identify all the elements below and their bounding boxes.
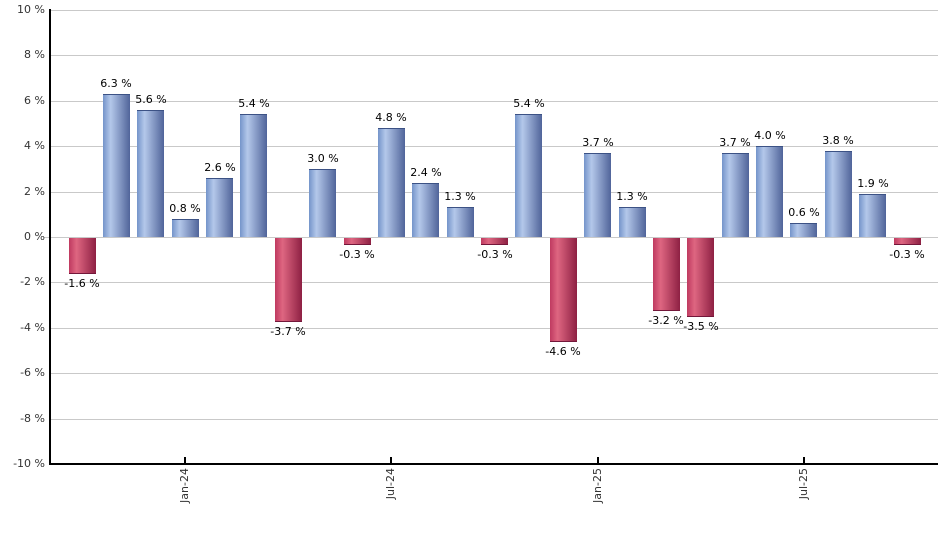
- x-axis-tick: [184, 457, 186, 463]
- bar-value-label: 3.7 %: [582, 136, 614, 149]
- x-axis-tick-label: Jul-25: [797, 468, 810, 500]
- bar-positive: [137, 110, 164, 237]
- bar-negative: [653, 238, 680, 311]
- y-axis-line: [49, 9, 51, 465]
- bar-positive: [378, 128, 405, 237]
- y-axis-tick-label: -8 %: [20, 412, 45, 425]
- bar-positive: [412, 183, 439, 237]
- x-axis-tick-label: Jul-24: [384, 468, 397, 500]
- bar-positive: [825, 151, 852, 237]
- gridline: [50, 192, 938, 193]
- gridline: [50, 101, 938, 102]
- bar-positive: [447, 207, 474, 237]
- gridline: [50, 373, 938, 374]
- bar-negative: [275, 238, 302, 322]
- bar-value-label: 5.4 %: [513, 97, 545, 110]
- bar-negative: [481, 238, 508, 245]
- y-axis-tick-label: 6 %: [24, 94, 45, 107]
- bar-value-label: 5.4 %: [238, 97, 270, 110]
- x-axis-tick-label: Jan-24: [178, 468, 191, 503]
- bar-positive: [515, 114, 542, 237]
- bar-negative: [69, 238, 96, 274]
- bar-value-label: 5.6 %: [135, 93, 167, 106]
- bar-value-label: -0.3 %: [889, 248, 925, 261]
- bar-negative: [550, 238, 577, 342]
- bar-value-label: 6.3 %: [100, 77, 132, 90]
- gridline: [50, 237, 938, 238]
- bar-value-label: 1.9 %: [857, 177, 889, 190]
- bar-value-label: -1.6 %: [64, 277, 100, 290]
- bar-value-label: -3.5 %: [683, 320, 719, 333]
- bar-positive: [206, 178, 233, 237]
- y-axis-tick-label: 2 %: [24, 185, 45, 198]
- bar-value-label: -0.3 %: [339, 248, 375, 261]
- x-axis-tick-label: Jan-25: [591, 468, 604, 503]
- bar-value-label: 1.3 %: [444, 190, 476, 203]
- bar-value-label: -3.7 %: [270, 325, 306, 338]
- y-axis-tick-label: -6 %: [20, 366, 45, 379]
- y-axis-tick-label: 4 %: [24, 139, 45, 152]
- bar-positive: [172, 219, 199, 237]
- bar-value-label: -4.6 %: [545, 345, 581, 358]
- bar-value-label: -3.2 %: [648, 314, 684, 327]
- bar-positive: [103, 94, 130, 237]
- bar-value-label: 2.6 %: [204, 161, 236, 174]
- y-axis-tick-label: 10 %: [17, 3, 45, 16]
- gridline: [50, 328, 938, 329]
- y-axis-tick-label: -10 %: [13, 457, 45, 470]
- y-axis-tick-label: 0 %: [24, 230, 45, 243]
- bar-negative: [344, 238, 371, 245]
- x-axis-tick: [597, 457, 599, 463]
- bar-positive: [240, 114, 267, 237]
- bar-value-label: 4.0 %: [754, 129, 786, 142]
- bar-positive: [584, 153, 611, 237]
- gridline: [50, 282, 938, 283]
- y-axis-tick-label: -4 %: [20, 321, 45, 334]
- bar-positive: [722, 153, 749, 237]
- bar-value-label: 4.8 %: [375, 111, 407, 124]
- gridline: [50, 146, 938, 147]
- bar-value-label: 3.7 %: [719, 136, 751, 149]
- bar-value-label: 0.6 %: [788, 206, 820, 219]
- bar-value-label: 3.0 %: [307, 152, 339, 165]
- bar-positive: [309, 169, 336, 237]
- bar-negative: [687, 238, 714, 317]
- bar-positive: [790, 223, 817, 237]
- x-axis-tick: [803, 457, 805, 463]
- bar-positive: [756, 146, 783, 237]
- bar-negative: [894, 238, 921, 245]
- y-axis-tick: [44, 237, 50, 238]
- y-axis-tick-label: -2 %: [20, 275, 45, 288]
- x-axis-tick: [390, 457, 392, 463]
- gridline: [50, 55, 938, 56]
- x-axis-line: [49, 463, 938, 465]
- gridline: [50, 419, 938, 420]
- bar-value-label: 1.3 %: [616, 190, 648, 203]
- y-axis-tick-label: 8 %: [24, 48, 45, 61]
- bar-positive: [859, 194, 886, 237]
- bar-value-label: 2.4 %: [410, 166, 442, 179]
- bar-positive: [619, 207, 646, 237]
- bar-value-label: 0.8 %: [169, 202, 201, 215]
- gridline: [50, 10, 938, 11]
- bar-value-label: 3.8 %: [822, 134, 854, 147]
- bar-value-label: -0.3 %: [477, 248, 513, 261]
